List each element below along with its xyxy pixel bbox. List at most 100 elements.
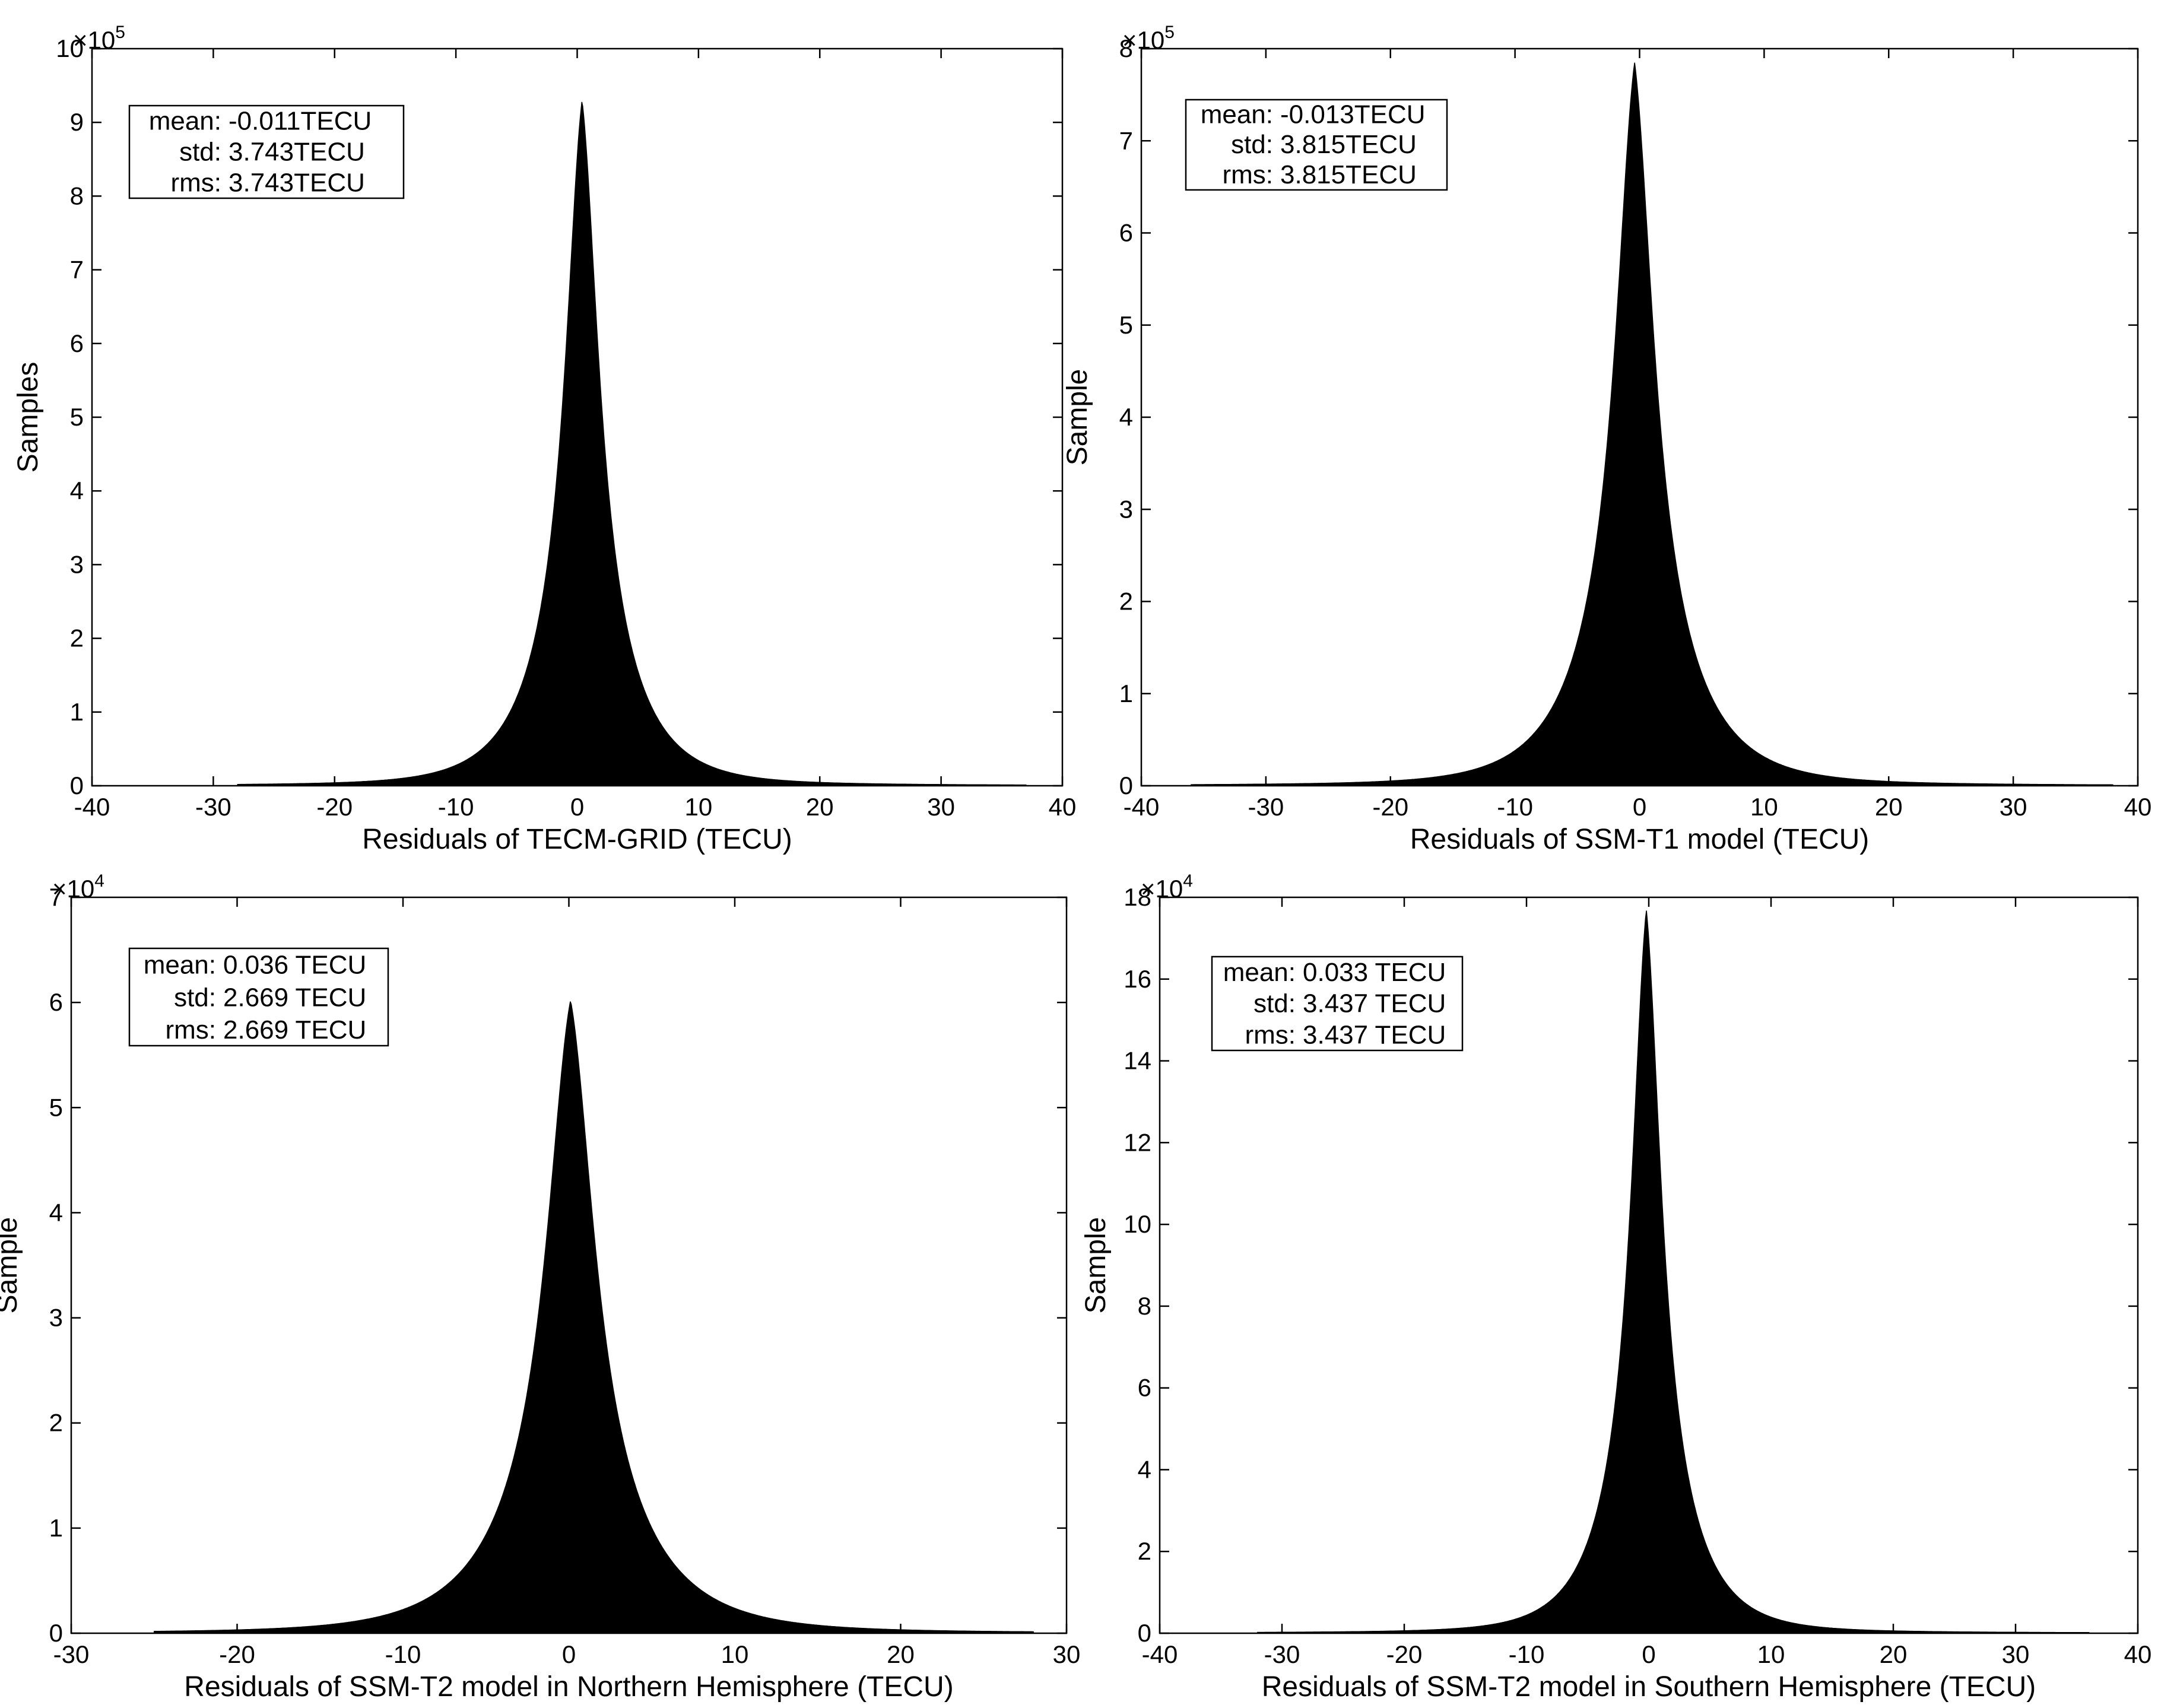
stats-std-label: std: [1253,989,1296,1018]
y-tick-label: 5 [49,1093,63,1121]
histogram-bars-area [154,1001,1034,1634]
x-tick-label: -30 [1264,1640,1300,1668]
x-tick-label: -20 [1386,1640,1423,1668]
stats-mean-label: mean: [1201,100,1273,129]
stats-mean-label: mean: [149,107,221,136]
stats-std-label: std: [174,983,216,1012]
x-tick-label: -10 [385,1640,421,1668]
histogram-bars [154,1001,1034,1634]
x-tick-label: 40 [1049,793,1077,821]
y-tick-label: 8 [1138,1292,1151,1320]
y-tick-label: 2 [49,1409,63,1437]
histogram-bars-area [1191,62,2113,786]
x-tick-label: -30 [53,1640,90,1668]
x-tick-label: 30 [2000,793,2027,821]
stats-std-value: 2.669 TECU [223,983,366,1012]
x-axis-label: Residuals of SSM-T2 model in Southern He… [1262,1671,2036,1703]
histogram-bars-area [1257,910,2090,1634]
x-tick-label: -20 [219,1640,255,1668]
y-tick-label: 12 [1124,1128,1151,1156]
x-tick-label: 10 [1757,1640,1785,1668]
stats-std-value: 3.743TECU [229,138,365,167]
y-tick-label: 3 [1119,495,1133,523]
x-tick-label: -40 [1124,793,1160,821]
stats-std-label: std: [1231,130,1273,159]
y-tick-label: 16 [1124,965,1151,993]
stats-rms-label: rms: [1245,1020,1296,1049]
histogram-bars-area [237,101,1027,786]
x-tick-label: 40 [2124,1640,2152,1668]
x-tick-label: -30 [195,793,231,821]
y-tick-label: 7 [1119,126,1133,154]
y-tick-label: 8 [1119,34,1133,62]
stats-box-border [128,104,405,199]
stats-rms-label: rms: [170,169,221,198]
stats-rms-value: 3.743TECU [229,169,365,198]
stats-box: mean: 0.036 TECU std: 2.669 TECU rms: 2.… [128,947,389,1047]
y-tick-label: 0 [1138,1619,1151,1647]
y-tick-label: 2 [1138,1537,1151,1565]
stats-box-border [1185,99,1448,191]
stats-box: mean: -0.013TECU std: 3.815TECU rms: 3.8… [1185,99,1448,191]
y-axis-label: Sample [1080,1217,1112,1314]
x-tick-label: 20 [1880,1640,1908,1668]
stats-mean-value: 0.036 TECU [223,951,366,980]
y-tick-label: 4 [70,477,84,504]
y-axis-label: Sample [0,1217,23,1314]
y-axis-multiplier: ×105 [1122,23,1175,54]
y-tick-label: 4 [1119,403,1133,431]
y-axis-multiplier: ×104 [1141,871,1193,903]
y-tick-label: 3 [49,1304,63,1332]
y-tick-label: 18 [1124,883,1151,911]
histogram-panel-ssm-t2-southern: 0 2 4 6 8 10 12 14 16 18 -40 -30 -20 -10 0 10 20 30 40 ×1… [1080,871,2151,1703]
x-tick-label: 10 [1750,793,1778,821]
y-tick-label: 7 [70,256,84,284]
y-axis-label: Sample [1062,369,1093,466]
stats-box-border [128,947,389,1047]
y-tick-labels: 0 1 2 3 4 5 6 7 8 [1119,34,1133,799]
x-tick-label: 0 [1642,1640,1655,1668]
x-tick-label: 0 [570,793,584,821]
y-tick-labels: 0 1 2 3 4 5 6 7 8 9 10 [56,34,84,799]
x-tick-labels: -40 -30 -20 -10 0 10 20 30 40 [1124,793,2152,821]
x-tick-label: 20 [1875,793,1903,821]
x-tick-label: 30 [2002,1640,2030,1668]
y-tick-label: 9 [70,108,84,136]
y-tick-label: 8 [70,182,84,209]
stats-rms-value: 3.815TECU [1280,160,1417,189]
x-tick-label: 10 [721,1640,749,1668]
y-tick-label: 0 [1119,772,1133,799]
y-tick-labels: 0 1 2 3 4 5 6 7 [49,883,63,1647]
histogram-panel-ssm-t2-northern: 0 1 2 3 4 5 6 7 -30 -20 -10 0 10 20 30 ×104 Residuals… [0,871,1080,1703]
y-axis-label: Samples [12,362,44,473]
x-tick-label: -30 [1248,793,1284,821]
x-axis-label: Residuals of SSM-T1 model (TECU) [1410,824,1870,855]
x-tick-label: 0 [1633,793,1646,821]
x-axis-label: Residuals of SSM-T2 model in Northern He… [184,1671,953,1703]
x-axis-label: Residuals of TECM-GRID (TECU) [362,824,792,855]
axis-ticks [1140,47,2139,787]
x-tick-label: -40 [1142,1640,1178,1668]
x-tick-label: 20 [887,1640,915,1668]
y-tick-label: 2 [70,624,84,652]
y-tick-label: 6 [1138,1374,1151,1402]
histogram-bars [237,101,1027,786]
x-tick-label: -40 [74,793,110,821]
stats-std-value: 3.437 TECU [1303,989,1446,1018]
y-tick-label: 5 [1119,311,1133,339]
stats-mean-label: mean: [1223,958,1296,987]
stats-rms-label: rms: [165,1015,216,1045]
stats-rms-label: rms: [1222,160,1273,189]
stats-mean-label: mean: [144,951,216,980]
y-tick-label: 4 [49,1198,63,1226]
x-tick-label: 0 [562,1640,576,1668]
stats-std-label: std: [179,138,221,167]
y-tick-label: 1 [70,698,84,726]
histogram-panel-ssm-t1: 0 1 2 3 4 5 6 7 8 -40 -30 -20 -10 0 10 20 30 40 ×105 Res… [1062,23,2151,855]
y-tick-label: 4 [1138,1455,1151,1483]
histogram-bars [1257,910,2090,1634]
y-tick-label: 0 [49,1619,63,1647]
